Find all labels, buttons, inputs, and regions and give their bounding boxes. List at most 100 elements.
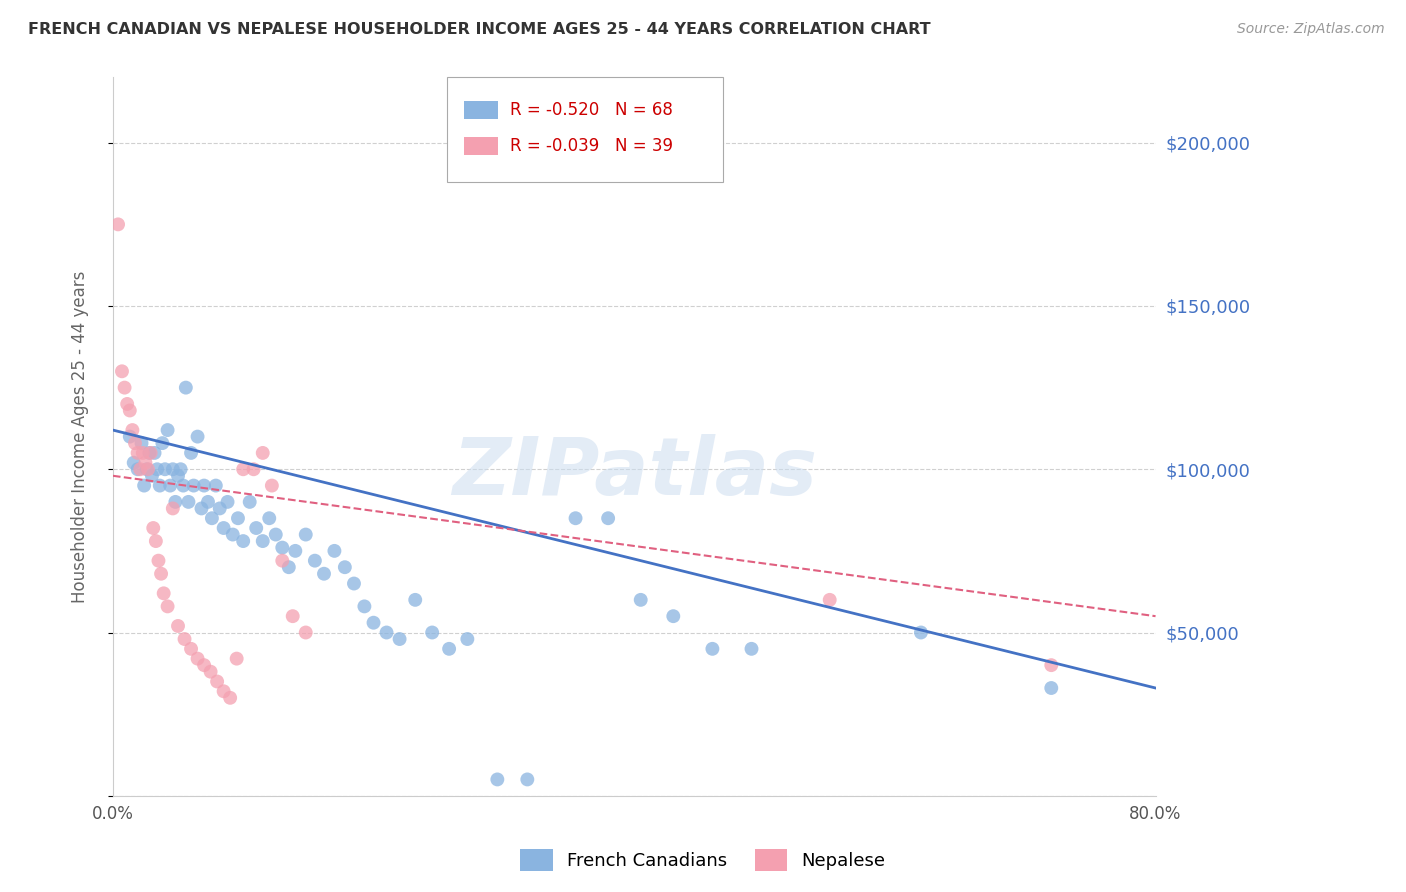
- Point: [180, 446, 202, 460]
- Y-axis label: Householder Income Ages 25 - 44 years: Householder Income Ages 25 - 44 years: [72, 270, 89, 603]
- Point: [564, 511, 586, 525]
- Point: [1040, 658, 1063, 673]
- Point: [205, 674, 228, 689]
- Point: [271, 541, 294, 555]
- Legend: French Canadians, Nepalese: French Canadians, Nepalese: [513, 842, 893, 879]
- Point: [118, 429, 141, 443]
- Point: [702, 641, 724, 656]
- Point: [740, 641, 762, 656]
- Point: [156, 599, 179, 614]
- Point: [131, 436, 153, 450]
- Point: [225, 651, 247, 665]
- Point: [173, 632, 195, 646]
- Point: [353, 599, 375, 614]
- Point: [217, 495, 239, 509]
- Point: [312, 566, 335, 581]
- Point: [150, 566, 173, 581]
- Point: [271, 554, 294, 568]
- Point: [662, 609, 685, 624]
- Point: [167, 468, 190, 483]
- Point: [284, 544, 307, 558]
- Point: [232, 534, 254, 549]
- Point: [138, 446, 160, 460]
- Point: [363, 615, 385, 630]
- Point: [159, 478, 181, 492]
- Point: [242, 462, 264, 476]
- Point: [193, 478, 215, 492]
- Point: [245, 521, 267, 535]
- Point: [174, 381, 197, 395]
- Point: [162, 501, 184, 516]
- Point: [149, 478, 172, 492]
- FancyBboxPatch shape: [464, 136, 498, 154]
- Point: [252, 534, 274, 549]
- Point: [129, 462, 152, 476]
- Point: [124, 436, 146, 450]
- Point: [107, 218, 129, 232]
- Point: [141, 468, 163, 483]
- Point: [167, 619, 190, 633]
- Point: [486, 772, 509, 787]
- Point: [162, 462, 184, 476]
- Point: [172, 478, 194, 492]
- Point: [187, 429, 209, 443]
- FancyBboxPatch shape: [447, 78, 723, 182]
- Point: [183, 478, 205, 492]
- Point: [219, 690, 242, 705]
- Point: [260, 478, 283, 492]
- Point: [343, 576, 366, 591]
- Point: [153, 462, 176, 476]
- Point: [190, 501, 212, 516]
- Text: FRENCH CANADIAN VS NEPALESE HOUSEHOLDER INCOME AGES 25 - 44 YEARS CORRELATION CH: FRENCH CANADIAN VS NEPALESE HOUSEHOLDER …: [28, 22, 931, 37]
- Point: [165, 495, 187, 509]
- Point: [304, 554, 326, 568]
- Point: [232, 462, 254, 476]
- Point: [200, 665, 222, 679]
- Point: [193, 658, 215, 673]
- Point: [375, 625, 398, 640]
- Point: [111, 364, 134, 378]
- Point: [294, 527, 316, 541]
- Text: Source: ZipAtlas.com: Source: ZipAtlas.com: [1237, 22, 1385, 37]
- Point: [142, 521, 165, 535]
- Point: [177, 495, 200, 509]
- Point: [208, 501, 231, 516]
- Point: [212, 521, 235, 535]
- Point: [516, 772, 538, 787]
- Point: [333, 560, 356, 574]
- Point: [127, 446, 149, 460]
- Point: [598, 511, 620, 525]
- Point: [239, 495, 262, 509]
- Point: [180, 641, 202, 656]
- Point: [127, 462, 149, 476]
- Point: [187, 651, 209, 665]
- Point: [135, 462, 157, 476]
- Point: [156, 423, 179, 437]
- Point: [323, 544, 346, 558]
- Point: [204, 478, 226, 492]
- Point: [420, 625, 443, 640]
- Point: [630, 592, 652, 607]
- Point: [212, 684, 235, 698]
- Point: [197, 495, 219, 509]
- Point: [222, 527, 245, 541]
- Point: [122, 456, 145, 470]
- Point: [115, 397, 138, 411]
- FancyBboxPatch shape: [464, 101, 498, 119]
- Point: [169, 462, 191, 476]
- Point: [294, 625, 316, 640]
- Point: [139, 446, 162, 460]
- Point: [114, 381, 136, 395]
- Point: [388, 632, 411, 646]
- Point: [118, 403, 141, 417]
- Point: [143, 446, 166, 460]
- Point: [148, 554, 170, 568]
- Point: [121, 423, 143, 437]
- Point: [1040, 681, 1063, 695]
- Point: [277, 560, 299, 574]
- Point: [910, 625, 932, 640]
- Point: [134, 478, 156, 492]
- Point: [145, 534, 167, 549]
- Point: [264, 527, 287, 541]
- Point: [456, 632, 478, 646]
